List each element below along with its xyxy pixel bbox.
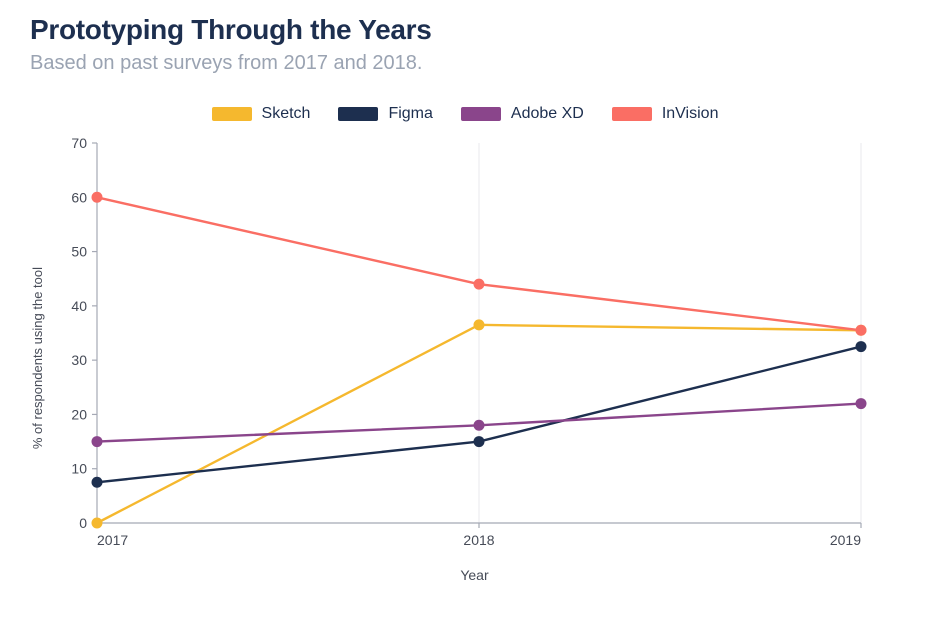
data-point bbox=[92, 518, 103, 529]
chart-title: Prototyping Through the Years bbox=[30, 14, 900, 46]
svg-text:2019: 2019 bbox=[830, 532, 861, 548]
data-point bbox=[92, 477, 103, 488]
legend-swatch bbox=[212, 107, 252, 121]
chart-body: % of respondents using the tool 0 10 20 30 4… bbox=[30, 133, 900, 583]
data-point bbox=[474, 420, 485, 431]
legend-item: Adobe XD bbox=[461, 105, 584, 123]
data-point bbox=[856, 398, 867, 409]
svg-text:40: 40 bbox=[71, 298, 87, 314]
svg-text:0: 0 bbox=[79, 515, 87, 531]
legend-label: Adobe XD bbox=[511, 105, 584, 123]
data-point bbox=[474, 279, 485, 290]
svg-text:60: 60 bbox=[71, 189, 87, 205]
data-point bbox=[474, 319, 485, 330]
legend-swatch bbox=[612, 107, 652, 121]
legend-item: Sketch bbox=[212, 105, 311, 123]
chart-container: Prototyping Through the Years Based on p… bbox=[0, 0, 930, 603]
svg-text:2018: 2018 bbox=[463, 532, 494, 548]
svg-text:20: 20 bbox=[71, 406, 87, 422]
legend-item: Figma bbox=[338, 105, 432, 123]
legend-label: Figma bbox=[388, 105, 432, 123]
svg-text:2017: 2017 bbox=[97, 532, 128, 548]
line-chart: 0 10 20 30 40 50 60 70 2017 2018 2019 bbox=[49, 133, 879, 553]
data-point bbox=[474, 436, 485, 447]
data-point bbox=[856, 325, 867, 336]
legend-swatch bbox=[338, 107, 378, 121]
x-axis-label: Year bbox=[49, 567, 900, 583]
legend-label: Sketch bbox=[262, 105, 311, 123]
svg-text:30: 30 bbox=[71, 352, 87, 368]
data-point bbox=[92, 436, 103, 447]
legend-swatch bbox=[461, 107, 501, 121]
chart-subtitle: Based on past surveys from 2017 and 2018… bbox=[30, 52, 900, 75]
legend-item: InVision bbox=[612, 105, 719, 123]
y-axis-label: % of respondents using the tool bbox=[30, 267, 45, 449]
legend-label: InVision bbox=[662, 105, 719, 123]
data-point bbox=[856, 341, 867, 352]
data-point bbox=[92, 192, 103, 203]
svg-text:70: 70 bbox=[71, 135, 87, 151]
legend: Sketch Figma Adobe XD InVision bbox=[30, 105, 900, 123]
svg-text:10: 10 bbox=[71, 461, 87, 477]
svg-text:50: 50 bbox=[71, 244, 87, 260]
